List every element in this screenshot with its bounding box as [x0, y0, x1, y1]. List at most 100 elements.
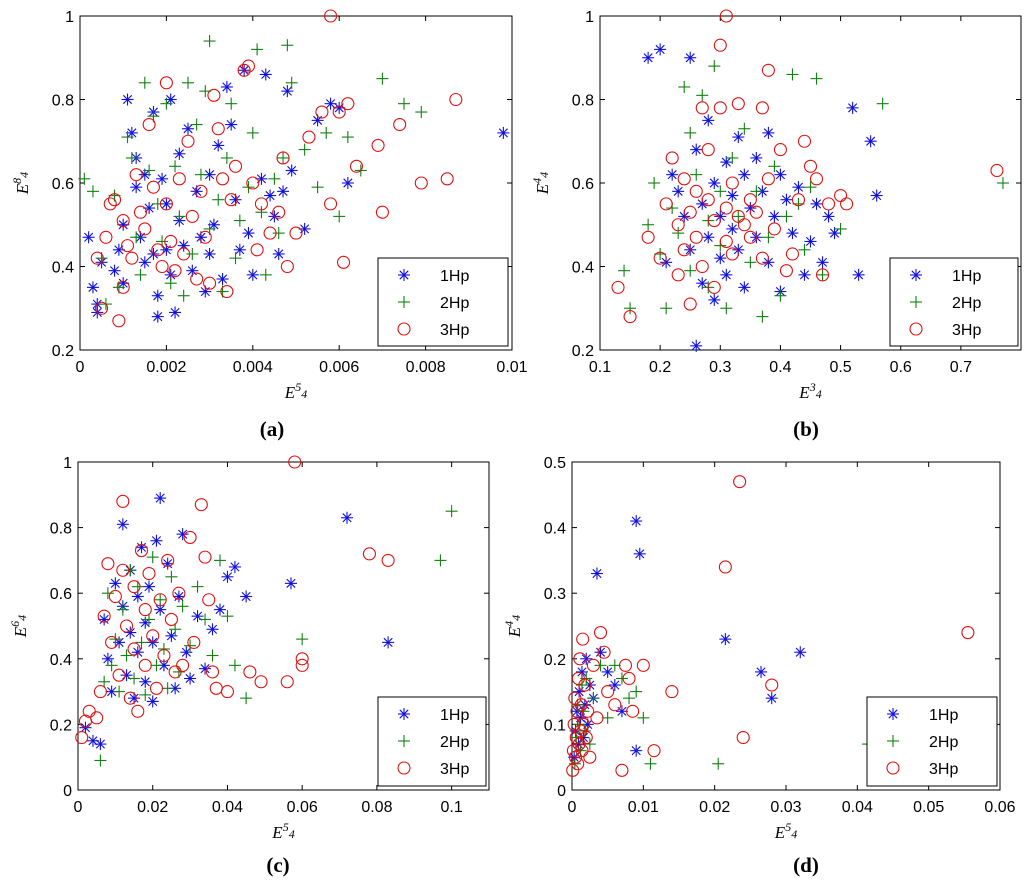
- data-point-3Hp: [237, 63, 251, 77]
- data-point-3Hp: [202, 593, 216, 607]
- data-point-1Hp: [173, 147, 186, 160]
- data-point-1Hp: [750, 151, 763, 164]
- data-point-2Hp: [762, 231, 775, 244]
- data-point-1Hp: [161, 557, 174, 570]
- data-point-1Hp: [272, 247, 285, 260]
- y-tick-label: 0.8: [52, 93, 74, 110]
- data-point-2Hp: [109, 633, 122, 646]
- data-point-3Hp: [803, 159, 818, 173]
- data-point-2Hp: [221, 610, 234, 623]
- data-point-2Hp: [268, 172, 281, 185]
- data-point-2Hp: [445, 505, 458, 518]
- data-point-2Hp: [161, 682, 174, 695]
- y-tick-label: 0.2: [572, 343, 594, 360]
- x-tick-label: 0: [76, 359, 85, 376]
- legend-label: 2Hp: [440, 734, 469, 751]
- data-point-3Hp: [105, 635, 119, 649]
- data-point-2Hp: [128, 672, 141, 685]
- y-axis-label: E44: [530, 172, 552, 195]
- data-point-1Hp: [382, 636, 395, 649]
- y-tick-label: 0.4: [50, 652, 72, 669]
- data-point-1Hp: [765, 692, 778, 705]
- legend-marker-2Hp: [398, 296, 410, 308]
- data-point-3Hp: [198, 550, 212, 564]
- data-point-1Hp: [630, 515, 643, 528]
- data-point-3Hp: [123, 691, 137, 705]
- data-point-3Hp: [815, 268, 830, 282]
- data-point-3Hp: [683, 205, 697, 219]
- x-tick-label: 0.01: [496, 359, 527, 376]
- y-tick-label: 0.4: [544, 521, 566, 538]
- data-point-3Hp: [324, 9, 338, 23]
- data-point-1Hp: [142, 580, 155, 593]
- legend-label: 3Hp: [952, 322, 981, 339]
- y-tick-label: 0.8: [572, 93, 594, 110]
- data-point-3Hp: [254, 675, 268, 689]
- data-point-1Hp: [738, 281, 751, 294]
- y-axis-label: E44: [502, 615, 524, 638]
- data-point-3Hp: [263, 226, 277, 240]
- data-point-2Hp: [190, 118, 203, 131]
- data-point-3Hp: [289, 226, 303, 240]
- data-point-3Hp: [611, 280, 625, 294]
- data-point-3Hp: [207, 88, 221, 102]
- data-point-2Hp: [255, 206, 268, 219]
- data-point-2Hp: [176, 600, 189, 613]
- data-point-2Hp: [233, 214, 246, 227]
- data-point-3Hp: [713, 38, 727, 52]
- data-point-3Hp: [116, 280, 130, 294]
- data-point-1Hp: [151, 310, 164, 323]
- data-point-1Hp: [798, 268, 811, 281]
- legend-marker-1Hp: [398, 708, 410, 720]
- data-point-2Hp: [194, 168, 207, 181]
- legend-box: [866, 696, 998, 787]
- legend-box: [377, 696, 487, 787]
- data-point-1Hp: [199, 662, 212, 675]
- data-point-1Hp: [246, 268, 259, 281]
- data-point-3Hp: [349, 159, 364, 173]
- data-point-3Hp: [146, 629, 160, 643]
- data-point-1Hp: [138, 256, 151, 269]
- data-point-2Hp: [780, 210, 793, 223]
- data-point-3Hp: [155, 259, 169, 274]
- data-point-2Hp: [206, 649, 219, 662]
- data-point-3Hp: [295, 658, 309, 672]
- data-point-3Hp: [761, 63, 775, 77]
- data-point-1Hp: [120, 669, 133, 682]
- x-axis-label: E54: [271, 820, 294, 842]
- legend-label: 1Hp: [440, 268, 469, 285]
- data-point-1Hp: [684, 51, 697, 64]
- data-point-3Hp: [99, 230, 113, 244]
- data-point-2Hp: [696, 89, 709, 102]
- data-point-1Hp: [216, 273, 229, 286]
- x-tick-label: 0.004: [233, 359, 273, 376]
- data-point-1Hp: [184, 672, 197, 685]
- data-point-1Hp: [690, 339, 703, 352]
- x-tick-label: 0.06: [984, 799, 1015, 816]
- data-point-3Hp: [677, 172, 691, 186]
- data-point-3Hp: [151, 243, 165, 257]
- data-point-1Hp: [804, 235, 817, 248]
- x-tick-label: 0.4: [769, 359, 791, 376]
- data-point-2Hp: [86, 185, 99, 198]
- data-point-3Hp: [194, 184, 208, 198]
- data-point-3Hp: [725, 247, 739, 261]
- panel-caption: (d): [793, 853, 819, 877]
- data-point-3Hp: [749, 205, 763, 219]
- data-point-2Hp: [708, 60, 721, 73]
- data-point-3Hp: [765, 678, 779, 692]
- data-point-2Hp: [169, 160, 182, 173]
- data-point-3Hp: [449, 92, 463, 107]
- data-point-1Hp: [154, 603, 167, 616]
- data-point-1Hp: [601, 665, 614, 678]
- data-point-3Hp: [159, 197, 173, 211]
- data-point-2Hp: [615, 672, 628, 685]
- data-point-3Hp: [149, 681, 164, 695]
- legend-label: 2Hp: [440, 295, 469, 312]
- data-point-2Hp: [594, 659, 607, 672]
- data-point-3Hp: [168, 264, 182, 278]
- data-point-1Hp: [762, 126, 775, 139]
- data-point-1Hp: [203, 247, 216, 260]
- data-point-2Hp: [165, 570, 178, 583]
